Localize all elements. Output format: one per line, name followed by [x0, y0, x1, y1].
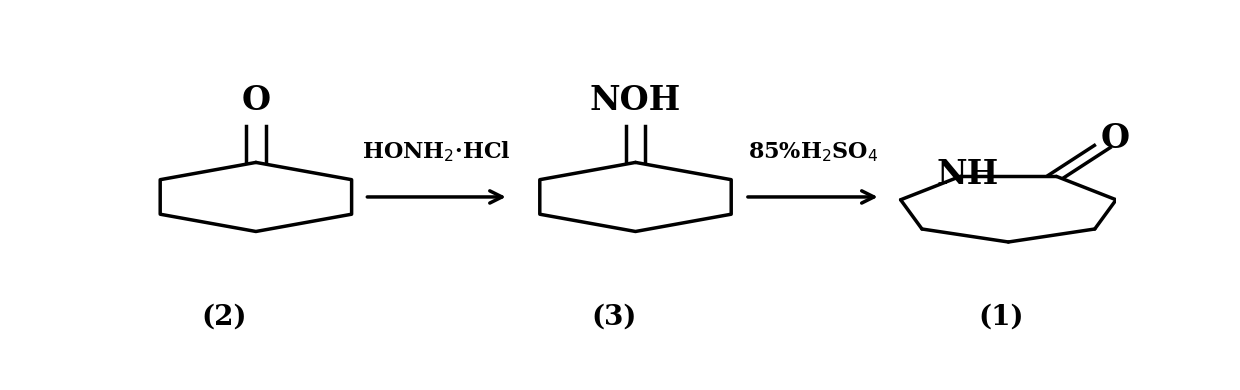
- Text: HONH$_2$·HCl: HONH$_2$·HCl: [362, 140, 511, 164]
- Text: (3): (3): [591, 303, 637, 331]
- Text: O: O: [242, 84, 270, 117]
- Text: NOH: NOH: [590, 84, 681, 117]
- Text: (2): (2): [201, 303, 247, 331]
- Text: O: O: [1100, 122, 1130, 155]
- Text: NH: NH: [936, 158, 998, 191]
- Text: (1): (1): [978, 303, 1023, 331]
- Text: 85%H$_2$SO$_4$: 85%H$_2$SO$_4$: [748, 140, 878, 164]
